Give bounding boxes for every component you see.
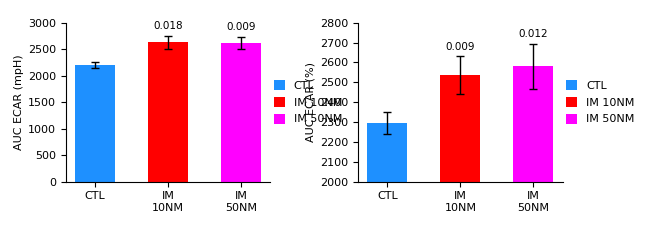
Y-axis label: AUC ECAR (%): AUC ECAR (%) [306, 62, 316, 142]
Bar [148, 42, 188, 182]
Bar [75, 65, 115, 182]
Text: 0.012: 0.012 [518, 29, 548, 39]
Text: 0.018: 0.018 [153, 21, 183, 31]
Text: 0.009: 0.009 [445, 42, 475, 52]
Bar [440, 75, 480, 227]
Legend: CTL, IM 10NM, IM 50NM: CTL, IM 10NM, IM 50NM [271, 78, 344, 127]
Bar [513, 66, 553, 227]
Text: 0.009: 0.009 [226, 22, 256, 32]
Bar [367, 123, 407, 227]
Legend: CTL, IM 10NM, IM 50NM: CTL, IM 10NM, IM 50NM [564, 78, 637, 127]
Y-axis label: AUC ECAR (mpH): AUC ECAR (mpH) [14, 54, 24, 150]
Bar [221, 43, 261, 182]
